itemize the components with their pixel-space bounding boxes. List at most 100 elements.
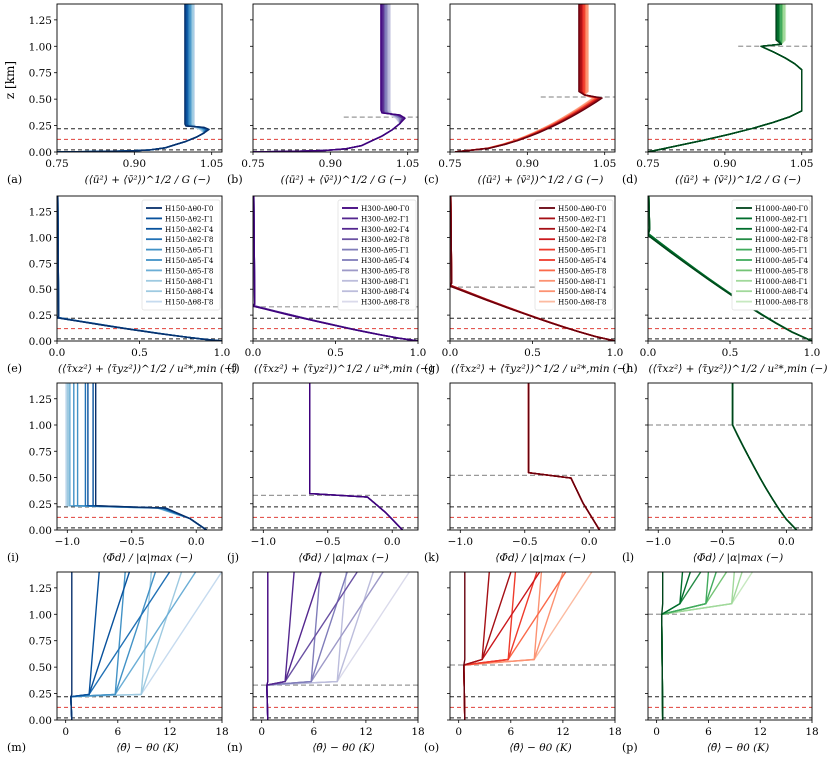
legend-label: H1000-Δθ8-Γ4 (755, 287, 808, 296)
x-tick-label: 0.90 (516, 158, 539, 170)
x-axis-label: (⟨ū²⟩ + ⟨v̄²⟩)^1/2 / G (−) (85, 174, 211, 186)
legend-label: H300-Δθ2-Γ1 (361, 214, 410, 223)
panel-letter: (f) (227, 362, 240, 375)
x-tick-label: 0.90 (123, 158, 146, 170)
plot-area-c (450, 4, 615, 152)
series-line-b-3 (253, 4, 403, 152)
panel-g: 0.0 0.5 1.0 (⟨τ̄xz²⟩ + ⟨τ̄yz²⟩)^1/2 / u²*,m… (424, 195, 630, 375)
x-tick-label: 0.75 (45, 158, 68, 170)
plot-area-j (253, 383, 418, 530)
legend-label: H1000-Δθ5-Γ4 (755, 256, 808, 265)
y-tick-label: 0.00 (29, 147, 52, 159)
series-line-a-9 (57, 4, 205, 152)
x-axis-label: (⟨ū²⟩ + ⟨v̄²⟩)^1/2 / G (−) (675, 174, 801, 186)
x-tick-label: 0.0 (384, 536, 401, 548)
series-line-j-2 (309, 383, 404, 530)
legend: H1000-Δθ0-Γ0H1000-Δθ2-Γ1H1000-Δθ2-Γ4H100… (731, 199, 811, 311)
y-tick-label: 1.25 (29, 394, 52, 406)
series-line-o-1 (463, 572, 490, 720)
x-tick-label: −0.5 (119, 536, 145, 548)
x-tick-label: 1.05 (200, 158, 223, 170)
legend-label: H1000-Δθ5-Γ8 (755, 266, 808, 275)
x-tick-label: 0 (62, 726, 69, 738)
x-tick-label: 0.5 (327, 347, 344, 359)
panel-letter: (o) (424, 741, 439, 754)
series-line-o-5 (463, 572, 538, 720)
panel-letter: (g) (424, 362, 440, 375)
plot-area-g (450, 196, 615, 341)
series-line-m-8 (70, 572, 183, 720)
series-line-n-3 (266, 572, 358, 720)
legend-label: H500-Δθ5-Γ1 (558, 246, 607, 255)
panel-letter: (k) (424, 551, 439, 564)
series-line-l-5 (731, 383, 798, 530)
legend-label: H150-Δθ5-Γ8 (165, 266, 214, 275)
series-line-d-2 (648, 4, 803, 152)
x-tick-label: −1.0 (646, 536, 672, 548)
y-tick-label: 0.75 (29, 68, 52, 80)
panel-j: −1.0 −0.5 0.0 ⟨Φ̄d⟩ / |α|max (−) (j) (227, 382, 419, 565)
axes-frame (647, 571, 813, 721)
series-line-p-0 (661, 572, 664, 720)
series-line-d-0 (648, 4, 803, 152)
panel-l: −1.0 −0.5 0.0 ⟨Φ̄d⟩ / |α|max (−) (l) (622, 382, 813, 565)
plot-area-h (648, 196, 812, 341)
series-line-j-0 (309, 383, 404, 530)
panel-letter: (j) (227, 551, 239, 564)
series-line-b-6 (253, 4, 401, 152)
series-line-m-1 (70, 572, 100, 720)
axes-frame (56, 3, 223, 153)
series-line-j-1 (309, 383, 404, 530)
x-tick-label: 0.5 (131, 347, 148, 359)
series-line-l-0 (731, 383, 798, 530)
x-axis-label: (⟨τ̄xz²⟩ + ⟨τ̄yz²⟩)^1/2 / u²*,min (−) (254, 363, 433, 375)
legend-box (731, 199, 811, 311)
legend-label: H500-Δθ8-Γ4 (558, 287, 607, 296)
x-axis-label: (⟨ū²⟩ + ⟨v̄²⟩)^1/2 / G (−) (281, 174, 407, 186)
legend-label: H500-Δθ5-Γ8 (558, 266, 607, 275)
x-axis-label: (⟨ū²⟩ + ⟨v̄²⟩)^1/2 / G (−) (478, 174, 604, 186)
legend-label: H500-Δθ2-Γ1 (558, 214, 607, 223)
legend-label: H500-Δθ5-Γ4 (558, 256, 607, 265)
legend: H500-Δθ0-Γ0H500-Δθ2-Γ1H500-Δθ2-Γ4H500-Δθ… (534, 199, 614, 311)
series-line-k-9 (527, 383, 601, 530)
series-line-l-7 (731, 383, 798, 530)
panel-letter: (m) (7, 741, 26, 754)
y-tick-label: 0.75 (29, 636, 52, 648)
series-line-o-0 (463, 572, 466, 720)
y-tick-label: 0.50 (29, 473, 52, 485)
x-tick-label: −0.5 (710, 536, 736, 548)
panel-n: 0 6 12 18 ⟨θ̄⟩ − θ0 (K) (n) (227, 571, 425, 754)
legend-label: H500-Δθ0-Γ0 (558, 204, 607, 213)
x-tick-label: 12 (359, 726, 372, 738)
x-tick-label: 1.0 (607, 347, 624, 359)
x-tick-label: 0.75 (241, 158, 264, 170)
x-axis-label: ⟨θ̄⟩ − θ0 (K) (116, 742, 178, 754)
x-axis-label: ⟨θ̄⟩ − θ0 (K) (707, 742, 769, 754)
series-line-l-8 (731, 383, 798, 530)
y-tick-label: 0.75 (29, 446, 52, 458)
series-line-l-6 (731, 383, 798, 530)
series-line-k-6 (527, 383, 601, 530)
legend-label: H500-Δθ8-Γ1 (558, 277, 607, 286)
series-line-j-9 (309, 383, 404, 530)
series-line-m-0 (70, 572, 73, 720)
panel-i: 0.00 0.25 0.50 0.75 1.00 1.25 −1.0 −0.5 0.0 ⟨Φ̄d⟩… (7, 382, 223, 565)
x-tick-label: 1.05 (396, 158, 419, 170)
y-tick-label: 1.25 (29, 15, 52, 27)
series-line-o-6 (463, 572, 567, 720)
series-line-i-0 (95, 383, 207, 530)
x-tick-label: 6 (310, 726, 317, 738)
series-line-b-8 (253, 4, 401, 152)
legend-label: H300-Δθ8-Γ4 (361, 287, 410, 296)
panel-e: 0.00 0.25 0.50 0.75 1.00 1.25 0.0 0.5 1.0 (⟨τ̄xz²… (7, 195, 237, 375)
y-tick-label: 0.50 (29, 662, 52, 674)
panel-o: 0 6 12 18 ⟨θ̄⟩ − θ0 (K) (o) (424, 571, 622, 754)
x-axis-label: ⟨Φ̄d⟩ / |α|max (−) (298, 552, 388, 565)
axes-frame (647, 382, 813, 531)
axes-frame (252, 3, 419, 153)
series-line-k-5 (527, 383, 601, 530)
legend-label: H300-Δθ8-Γ1 (361, 277, 410, 286)
x-tick-label: −1.0 (448, 536, 474, 548)
